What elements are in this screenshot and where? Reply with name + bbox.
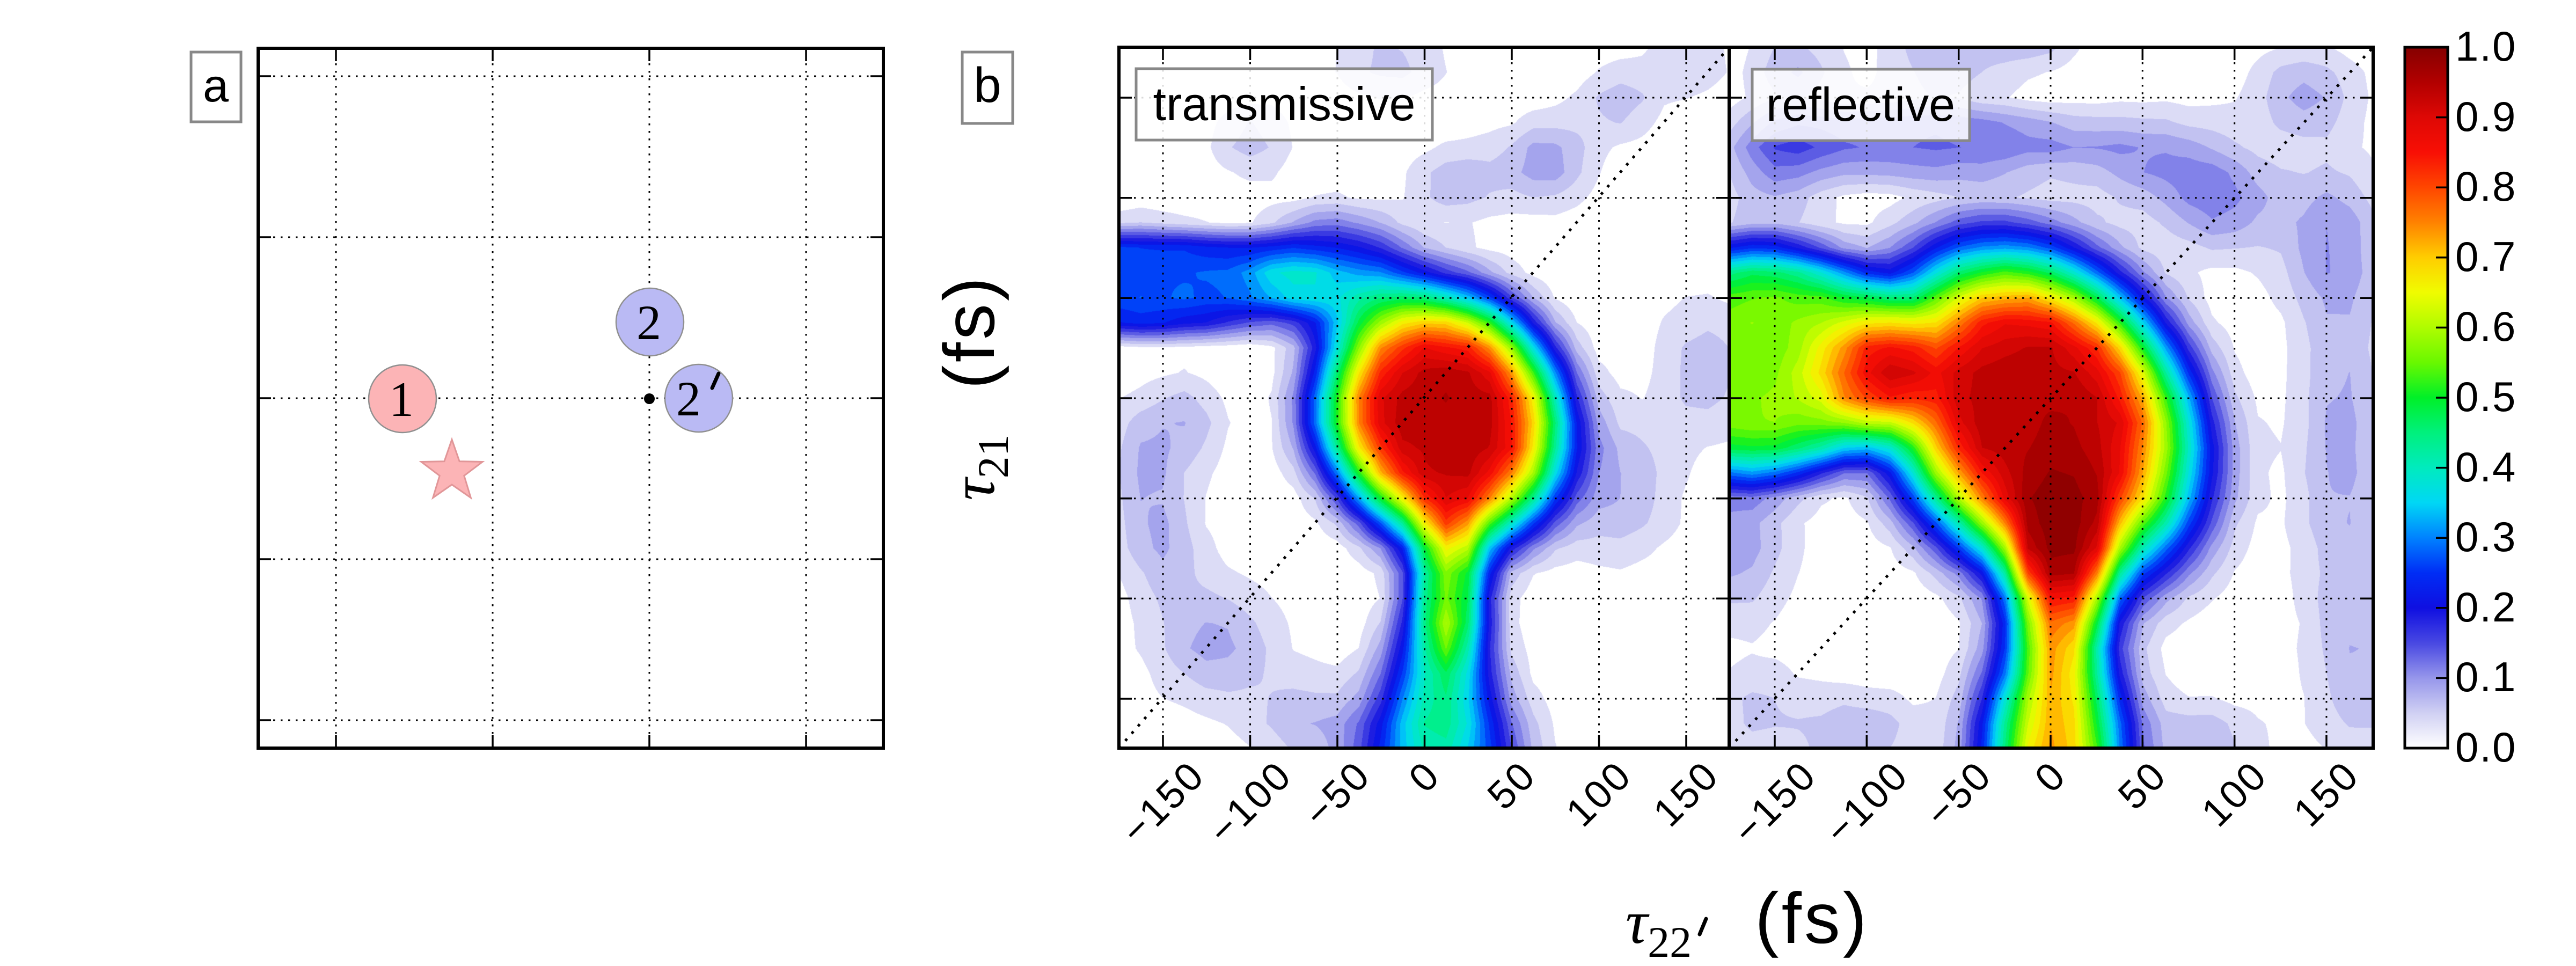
svg-text:50: 50 <box>2110 752 2176 818</box>
svg-text:1: 1 <box>389 372 414 427</box>
svg-text:100: 100 <box>2193 752 2275 835</box>
svg-text:reflective: reflective <box>1766 78 1955 131</box>
svg-text:0.0: 0.0 <box>2455 723 2516 771</box>
svg-text:150: 150 <box>2285 752 2367 835</box>
svg-text:0.3: 0.3 <box>2455 513 2516 560</box>
svg-text:0.5: 0.5 <box>2455 373 2516 420</box>
svg-text:−100: −100 <box>1816 752 1917 853</box>
svg-text:τ21 (fs): τ21 (fs) <box>930 274 1018 500</box>
svg-text:0.1: 0.1 <box>2455 653 2516 700</box>
svg-text:0: 0 <box>1400 752 1449 801</box>
svg-text:0.7: 0.7 <box>2455 233 2516 280</box>
svg-text:−100: −100 <box>1199 752 1300 853</box>
svg-text:b: b <box>974 58 1001 113</box>
svg-text:a: a <box>203 60 229 112</box>
svg-text:0.2: 0.2 <box>2455 583 2516 631</box>
svg-text:−50: −50 <box>1296 752 1379 836</box>
svg-text:0.9: 0.9 <box>2455 93 2516 140</box>
svg-text:100: 100 <box>1557 752 1640 835</box>
svg-text:150: 150 <box>1644 752 1727 835</box>
svg-text:τ22: τ22 <box>1626 888 1692 966</box>
svg-text:−150: −150 <box>1113 752 1213 853</box>
svg-text:−50: −50 <box>1916 752 2000 836</box>
svg-text:−150: −150 <box>1724 752 1825 853</box>
svg-text:1.0: 1.0 <box>2455 23 2516 70</box>
svg-text:50: 50 <box>1479 752 1545 818</box>
svg-text:0.6: 0.6 <box>2455 303 2516 350</box>
svg-text:transmissive: transmissive <box>1153 77 1416 130</box>
svg-text:0: 0 <box>2026 752 2075 801</box>
svg-text:0.8: 0.8 <box>2455 163 2516 210</box>
svg-text:2: 2 <box>676 371 701 426</box>
svg-text:(fs): (fs) <box>1755 879 1869 958</box>
svg-text:0.4: 0.4 <box>2455 443 2516 491</box>
svg-text:2: 2 <box>636 295 661 350</box>
